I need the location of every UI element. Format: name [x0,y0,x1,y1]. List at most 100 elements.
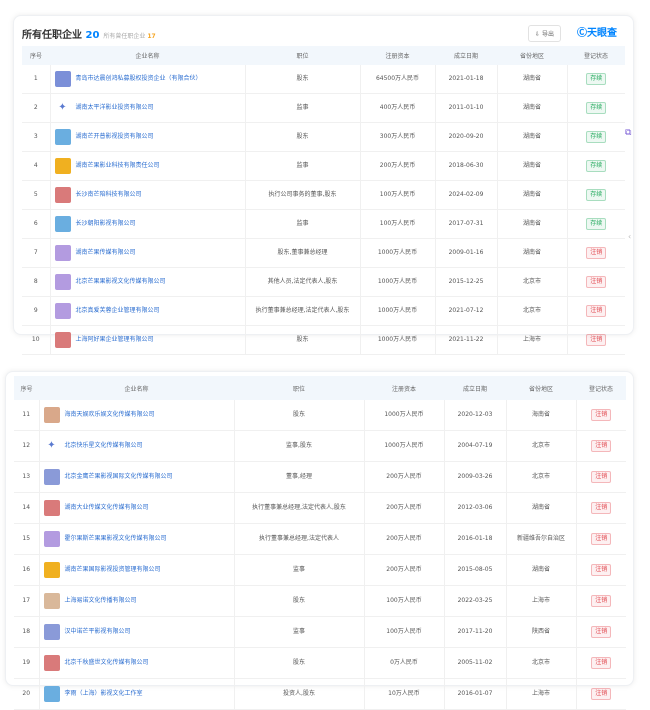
company-table-2: 序号 企业名称 职位 注册资本 成立日期 省份地区 登记状态 11 海南天娱欢乐娱文化传媒有限… [14,376,626,710]
row-number: 18 [14,616,39,648]
status-cell: 注销 [566,325,625,355]
role: 监事,股东 [233,430,364,462]
company-name-link[interactable]: 北京快乐星文化传媒有限公司 [64,442,143,449]
company-name-link[interactable]: 长沙朝阳影视有限公司 [75,220,136,227]
company-name-link[interactable]: 李雨（上海）影视文化工作室 [64,690,143,697]
company-logo-icon [43,655,60,671]
company-name-link[interactable]: 上海易诺文化传播有限公司 [64,597,137,604]
company-cell: ✦ 北京快乐星文化传媒有限公司 [38,430,234,462]
role: 股东 [233,400,364,431]
status-cell: 注销 [575,430,626,462]
registered-capital: 200万人民币 [363,492,444,524]
registered-capital: 1000万人民币 [363,400,444,431]
company-name-link[interactable]: 湖南大业传媒文化传媒有限公司 [64,504,149,511]
company-cell: 海南天娱欢乐娱文化传媒有限公司 [38,400,234,431]
row-number: 6 [22,209,50,239]
company-name-link[interactable]: 霍尔果斯芒果果影视文化传媒有限公司 [64,535,167,542]
company-name-link[interactable]: 湖南芒果传媒有限公司 [75,249,136,256]
status-cell: 注销 [575,616,626,648]
status-badge: 注销 [591,471,612,483]
table-row: 3 湖南芒开普影视投资有限公司 股东 300万人民币 2020-09-20 湖南… [22,122,625,152]
region: 湖南省 [496,151,567,181]
company-name-link[interactable]: 湖南芒果国际影视投资管理有限公司 [64,566,161,573]
company-cell: 湖南芒果国际影视投资管理有限公司 [38,554,234,586]
row-number: 20 [14,678,39,710]
column-header: 省份地区 [497,46,567,65]
company-cell: 湖南芒果影业科技有限责任公司 [49,151,245,181]
tianyancha-logo: Ⓒ天眼查 [577,28,617,39]
company-logo-icon [43,500,60,516]
row-number: 12 [14,430,39,462]
company-name-link[interactable]: 青岛市达晨创鸿私募股权投资企业（有限合伙） [75,75,202,82]
registered-capital: 1000万人民币 [359,267,435,297]
column-header: 注册资本 [360,46,435,65]
status-badge: 存续 [586,218,607,230]
company-cell: 青岛市达晨创鸿私募股权投资企业（有限合伙） [49,65,245,94]
status-badge: 存续 [586,102,607,114]
role: 执行董事兼总经理,法定代表人,股东 [233,492,364,524]
column-header: 序号 [14,376,39,400]
company-name-link[interactable]: 北京真爱芙蓉企业管理有限公司 [75,307,160,314]
founded-date: 2021-11-22 [434,325,497,355]
company-name-link[interactable]: 长沙南芒陪科技有限公司 [75,191,142,198]
table-row: 20 李雨（上海）影视文化工作室 投资人,股东 10万人民币 2016-01-0… [14,678,626,710]
role: 监事 [233,616,364,648]
founded-date: 2005-11-02 [443,647,506,679]
company-cell: 湖南芒果传媒有限公司 [49,238,245,268]
status-cell: 注销 [575,678,626,710]
company-name-link[interactable]: 北京金鹰芒果影视国际文化传媒有限公司 [64,473,173,480]
company-name-link[interactable]: 湖南太平洋影业投资有限公司 [75,104,154,111]
company-name-link[interactable]: 汉中诺芒平影视有限公司 [64,628,131,635]
founded-date: 2017-11-20 [443,616,506,648]
table-row: 9 北京真爱芙蓉企业管理有限公司 执行董事兼总经理,法定代表人,股东 1000万… [22,296,625,326]
company-table-1: 序号 企业名称 职位 注册资本 成立日期 省份地区 登记状态 1 青岛市达晨创鸿私募股权投资企… [22,46,625,355]
founded-date: 2011-01-10 [434,93,497,123]
founded-date: 2012-03-06 [443,492,506,524]
founded-date: 2004-07-19 [443,430,506,462]
collapse-arrow-icon[interactable]: ‹ [628,232,632,241]
region: 陕西省 [505,616,576,648]
role: 股东 [244,325,360,355]
column-header: 成立日期 [435,46,497,65]
registered-capital: 400万人民币 [359,93,435,123]
row-number: 10 [22,325,50,355]
column-header: 序号 [22,46,50,65]
export-label: 导出 [541,31,554,38]
company-logo-icon [54,216,71,232]
registered-capital: 1000万人民币 [359,238,435,268]
company-cell: 汉中诺芒平影视有限公司 [38,616,234,648]
status-cell: 存续 [566,209,625,239]
status-cell: 注销 [566,296,625,326]
role: 监事 [244,209,360,239]
row-number: 16 [14,554,39,586]
status-badge: 注销 [586,276,607,288]
employment-card-2: 序号 企业名称 职位 注册资本 成立日期 省份地区 登记状态 11 海南天娱欢乐娱文化传媒有限… [5,371,634,710]
table-row: 17 上海易诺文化传播有限公司 股东 100万人民币 2022-03-25 上海… [14,585,626,617]
company-name-link[interactable]: 湖南芒果影业科技有限责任公司 [75,162,160,169]
founded-date: 2009-01-16 [434,238,497,268]
sub-title[interactable]: 所有曾任职企业 17 [103,33,155,40]
region: 北京市 [505,461,576,493]
company-logo-icon [54,245,71,261]
company-name-link[interactable]: 上海阿好果企业管理有限公司 [75,336,154,343]
company-name-link[interactable]: 北京芒果果影视文化传媒有限公司 [75,278,166,285]
role: 股东 [244,65,360,94]
company-logo-icon: ✦ [54,100,71,116]
column-header: 企业名称 [39,376,234,400]
column-header: 企业名称 [50,46,245,65]
company-logo-icon [54,332,71,348]
export-button[interactable]: ⇩ 导出 [528,25,561,42]
company-name-link[interactable]: 海南天娱欢乐娱文化传媒有限公司 [64,411,155,418]
company-cell: 上海易诺文化传播有限公司 [38,585,234,617]
company-name-link[interactable]: 北京千秋盛世文化传媒有限公司 [64,659,149,666]
company-name-link[interactable]: 湖南芒开普影视投资有限公司 [75,133,154,140]
region: 上海市 [505,585,576,617]
brand-text: 天眼查 [587,28,617,39]
role: 投资人,股东 [233,678,364,710]
role: 其他人员,法定代表人,股东 [244,267,360,297]
founded-date: 2022-03-25 [443,585,506,617]
founded-date: 2020-09-20 [434,122,497,152]
role: 监事 [233,554,364,586]
region: 湖南省 [496,238,567,268]
share-icon[interactable]: ⧉ [625,128,632,138]
